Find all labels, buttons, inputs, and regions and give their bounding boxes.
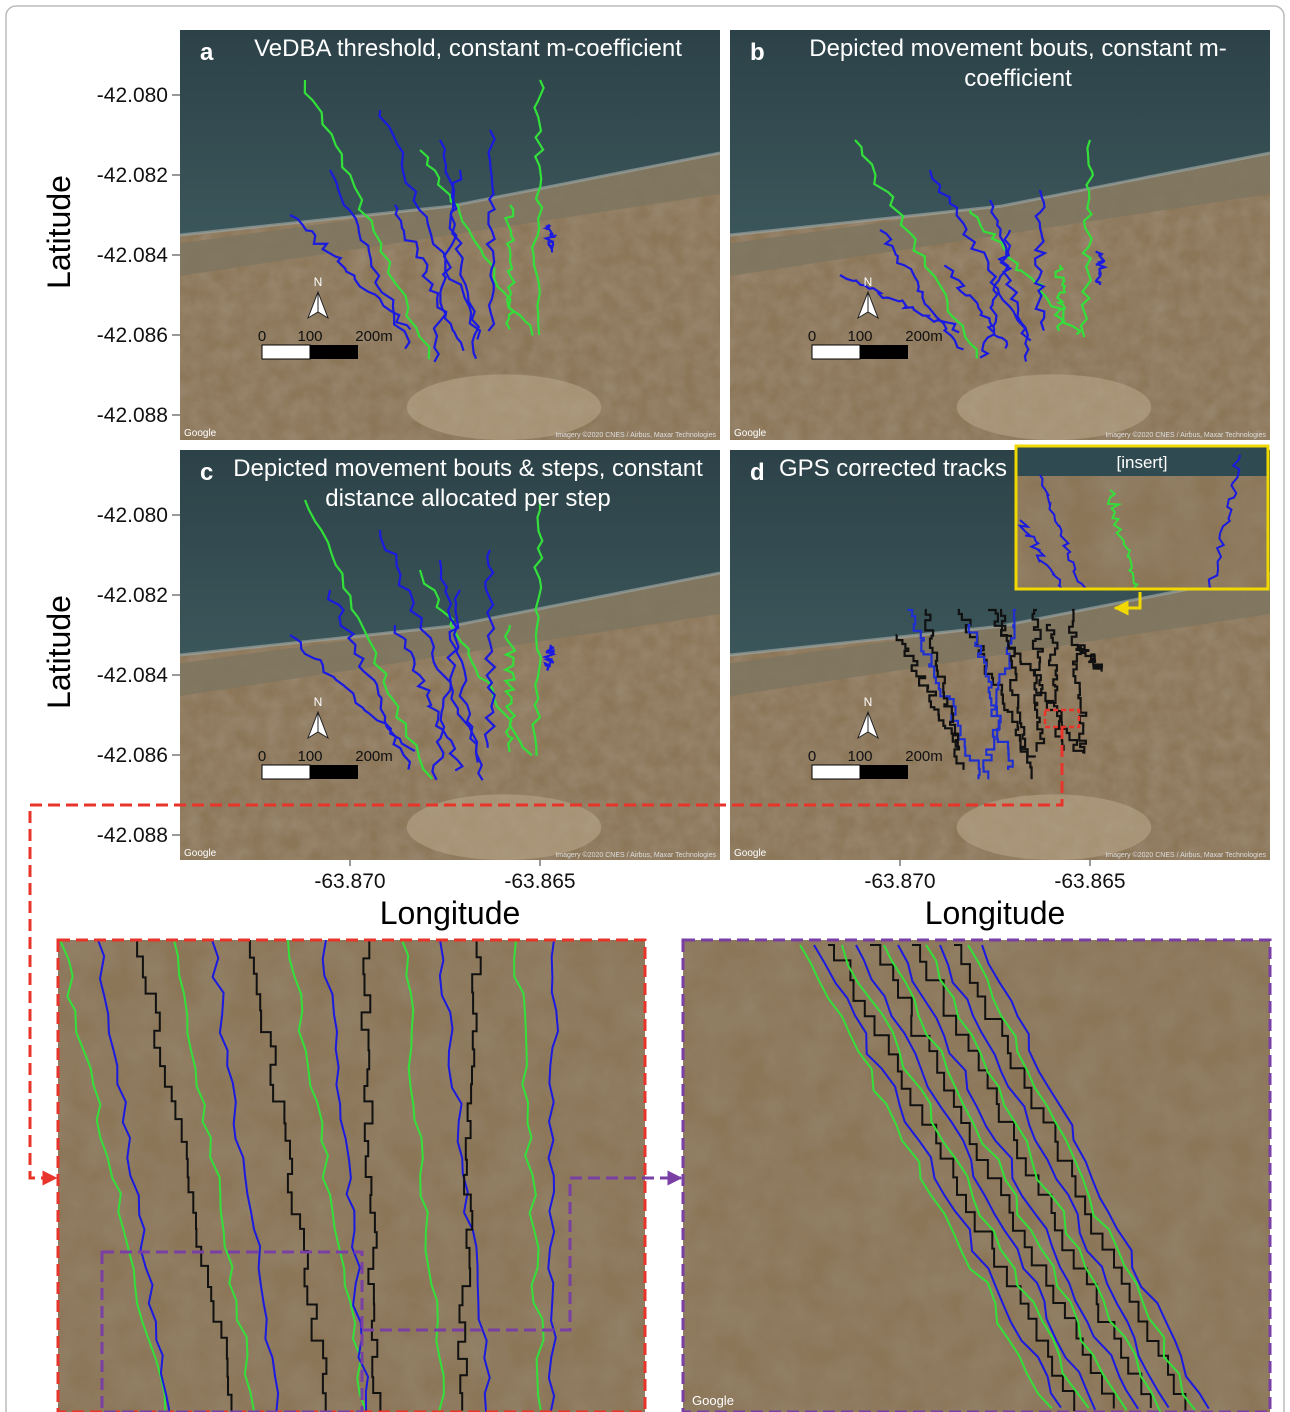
y-tick-label: -42.082 xyxy=(97,164,168,187)
scale-label: 0 xyxy=(258,328,266,345)
land-texture xyxy=(683,940,1270,1412)
panel-title: Depicted movement bouts, constant m-coef… xyxy=(768,34,1268,94)
page: { "panels": [ {"letter": "a", "title": "… xyxy=(0,0,1290,1412)
scale-label: 0 xyxy=(808,328,816,345)
scale-label: 0 xyxy=(808,748,816,765)
imagery-credit: Imagery ©2020 CNES / Airbus, Maxar Techn… xyxy=(555,431,716,439)
scale-label: 100 xyxy=(297,328,322,345)
figure: aVeDBA threshold, constant m-coefficient… xyxy=(0,0,1290,1412)
imagery-credit: Imagery ©2020 CNES / Airbus, Maxar Techn… xyxy=(1105,431,1266,439)
y-tick-label: -42.086 xyxy=(97,324,168,347)
panel-title: VeDBA threshold, constant m-coefficient xyxy=(218,34,718,64)
y-tick-label: -42.088 xyxy=(97,404,168,427)
map-image xyxy=(683,940,1270,1412)
scale-black xyxy=(860,345,908,359)
scale-black xyxy=(310,345,358,359)
y-tick-label: -42.084 xyxy=(97,244,169,267)
map-credit: Google xyxy=(184,848,217,859)
map-credit: Google xyxy=(734,848,767,859)
panel-letter: c xyxy=(200,459,213,486)
panel-title: GPS corrected tracks xyxy=(768,454,1018,484)
x-tick-label: -63.865 xyxy=(504,870,575,893)
x-axis-label: Longitude xyxy=(380,895,521,931)
panel-title: Depicted movement bouts & steps, constan… xyxy=(218,454,718,514)
scale-white xyxy=(812,765,860,779)
compass-n: N xyxy=(314,695,323,709)
scale-label: 200m xyxy=(355,328,393,345)
x-axis-label: Longitude xyxy=(925,895,1066,931)
map-image xyxy=(58,940,645,1412)
sand-patch xyxy=(957,374,1151,440)
x-tick-label: -63.870 xyxy=(314,870,385,893)
compass-n: N xyxy=(864,275,873,289)
scale-label: 200m xyxy=(905,748,943,765)
scale-white xyxy=(262,765,310,779)
imagery-credit: Imagery ©2020 CNES / Airbus, Maxar Techn… xyxy=(555,851,716,859)
compass-n: N xyxy=(314,275,323,289)
x-tick-label: -63.865 xyxy=(1054,870,1125,893)
panel-title-box: VeDBA threshold, constant m-coefficient xyxy=(218,34,718,104)
imagery-credit: Imagery ©2020 CNES / Airbus, Maxar Techn… xyxy=(1105,851,1266,859)
panel-title-box: Depicted movement bouts, constant m-coef… xyxy=(768,34,1268,104)
panel-letter: b xyxy=(750,39,765,66)
sand-patch xyxy=(407,374,601,440)
y-tick-label: -42.080 xyxy=(97,84,168,107)
y-tick-label: -42.088 xyxy=(97,824,168,847)
scale-white xyxy=(812,345,860,359)
scale-black xyxy=(310,765,358,779)
scale-white xyxy=(262,345,310,359)
panel-letter: a xyxy=(200,39,214,66)
scale-label: 100 xyxy=(847,328,872,345)
scale-label: 100 xyxy=(297,748,322,765)
compass-n: N xyxy=(864,695,873,709)
y-tick-label: -42.082 xyxy=(97,584,168,607)
y-axis-label: Latitude xyxy=(41,175,77,289)
panel-title-box: Depicted movement bouts & steps, constan… xyxy=(218,454,718,524)
map-credit: Google xyxy=(184,428,217,439)
scale-label: 0 xyxy=(258,748,266,765)
map-credit: Google xyxy=(692,1393,734,1408)
insert-label: [insert] xyxy=(1116,453,1167,472)
scale-label: 100 xyxy=(847,748,872,765)
panel-title-box: GPS corrected tracks xyxy=(768,454,1018,524)
scale-black xyxy=(860,765,908,779)
y-tick-label: -42.080 xyxy=(97,504,168,527)
panel-letter: d xyxy=(750,459,765,486)
map-credit: Google xyxy=(734,428,767,439)
x-tick-label: -63.870 xyxy=(864,870,935,893)
y-axis-label: Latitude xyxy=(41,595,77,709)
y-tick-label: -42.084 xyxy=(97,664,169,687)
y-tick-label: -42.086 xyxy=(97,744,168,767)
scale-label: 200m xyxy=(905,328,943,345)
scale-label: 200m xyxy=(355,748,393,765)
